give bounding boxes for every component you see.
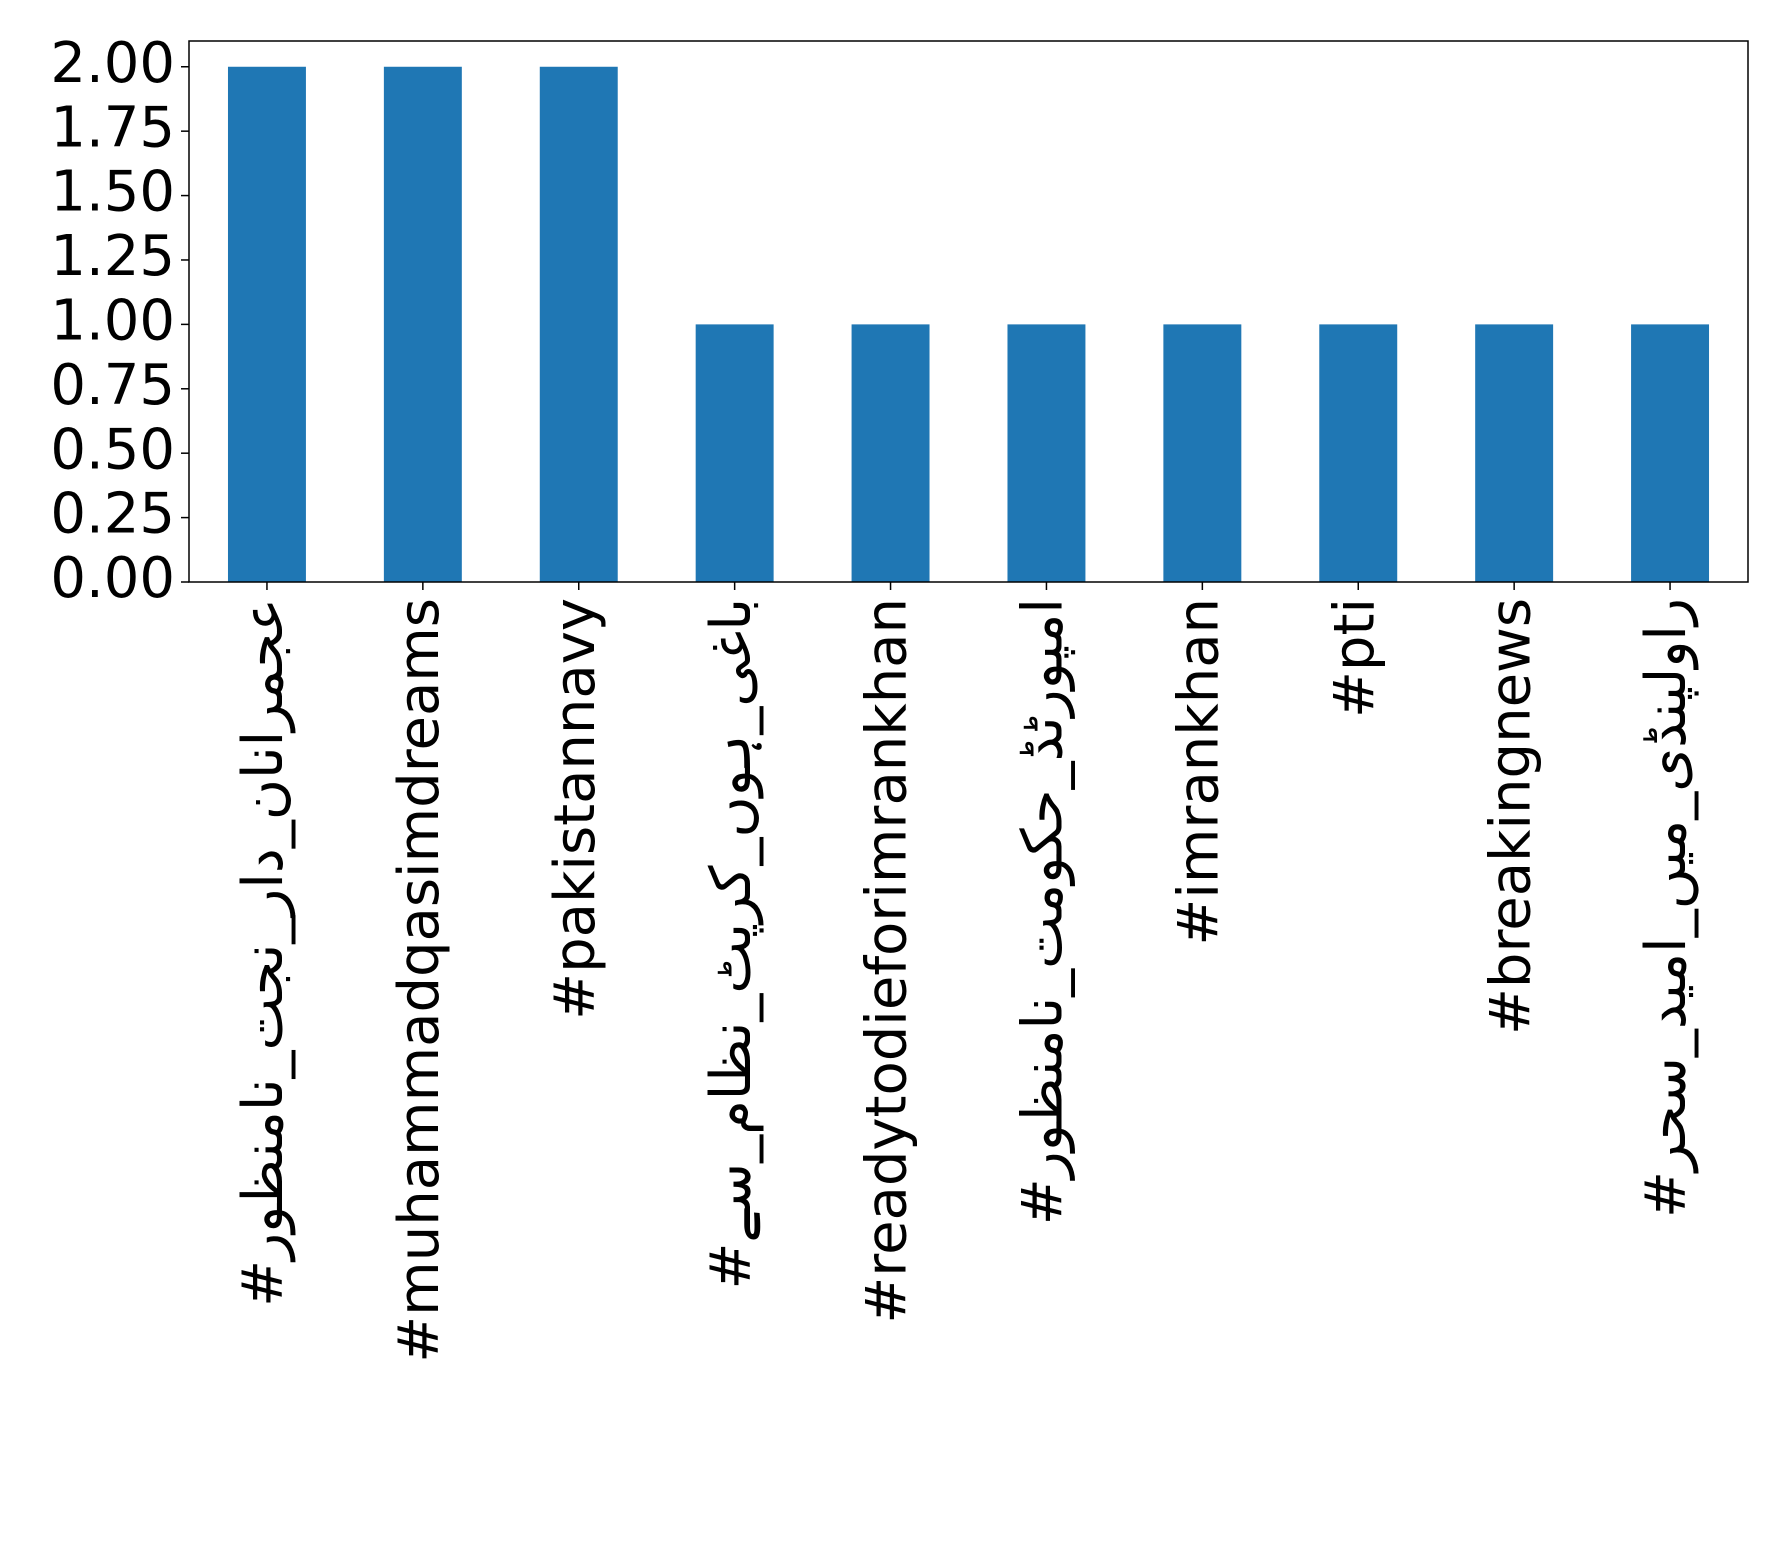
y-tick-label: 2.00 [50, 31, 175, 96]
plot-frame [188, 40, 1749, 583]
x-tick-label: #راولپنڈی_میں_امید_سحر [1634, 598, 1699, 1218]
bar [227, 66, 306, 582]
y-tick-label: 1.00 [50, 289, 175, 354]
bar [1007, 324, 1086, 582]
bar [383, 66, 462, 582]
y-tick-label: 0.50 [50, 417, 175, 482]
x-tick-label: #imrankhan [1166, 598, 1231, 946]
x-tick-label: #باغی_ہوں_کرپٹ_نظام_سے [699, 598, 764, 1290]
y-tick-label: 1.25 [50, 224, 175, 289]
y-tick-label: 0.00 [50, 546, 175, 611]
x-tick-label: #breakingnews [1478, 598, 1543, 1035]
bar [1319, 324, 1398, 582]
bar [851, 324, 930, 582]
x-tick-label: #pakistannavy [543, 598, 608, 1020]
bar [1475, 324, 1554, 582]
x-tick-label: #امپورٹڈ_حکومت_نامنظور [1011, 598, 1076, 1225]
y-tick-label: 1.50 [50, 160, 175, 225]
x-tick-label: #readytodieforimrankhan [855, 598, 920, 1324]
y-tick-label: 1.75 [50, 95, 175, 160]
bar [695, 324, 774, 582]
y-tick-label: 0.75 [50, 353, 175, 418]
bar [539, 66, 618, 582]
y-tick-label: 0.25 [50, 482, 175, 547]
x-tick-label: #عجمرانان_دار_نجت_نامنظور [231, 598, 296, 1307]
bar [1631, 324, 1710, 582]
x-tick-label: #muhammadqasimdreams [387, 598, 452, 1363]
bar [1163, 324, 1242, 582]
x-tick-label: #pti [1322, 598, 1387, 718]
